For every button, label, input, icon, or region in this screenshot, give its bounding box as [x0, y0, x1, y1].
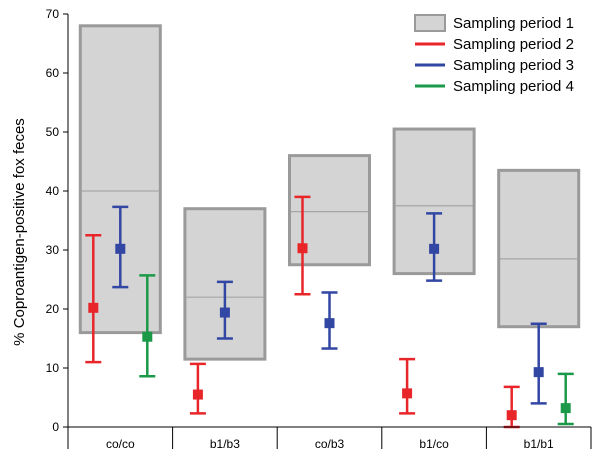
sampling-period-3-marker-4	[533, 367, 544, 378]
legend-label-sampling-period-4: Sampling period 4	[453, 78, 574, 95]
sampling-period-2-marker-0	[88, 302, 99, 313]
legend-swatch-sampling-period-1	[414, 14, 446, 32]
sampling-period-2-marker-3	[402, 388, 413, 399]
sampling-period-2-marker-4	[506, 410, 517, 421]
y-tick-label-40: 40	[46, 184, 60, 198]
sampling-period-3-marker-3	[429, 243, 440, 254]
sampling-period-2-marker-1	[192, 389, 203, 400]
x-tick-label-b1/b1: b1/b1	[524, 437, 554, 451]
sampling-period-3-marker-1	[219, 307, 230, 318]
sampling-period-3-marker-2	[324, 318, 335, 329]
legend-label-sampling-period-1: Sampling period 1	[453, 15, 574, 32]
error-bars	[85, 195, 574, 429]
y-tick-label-70: 70	[46, 7, 60, 21]
x-tick-label-b1/co: b1/co	[419, 437, 449, 451]
y-axis-title: % Coproantigen-positive fox feces	[11, 118, 28, 346]
x-tick-label-b1/b3: b1/b3	[210, 437, 240, 451]
y-tick-label-0: 0	[52, 420, 59, 434]
x-tick-label-co/co: co/co	[106, 437, 135, 451]
sampling-period-2-marker-2	[297, 243, 308, 254]
y-tick-label-30: 30	[46, 243, 60, 257]
legend-label-sampling-period-2: Sampling period 2	[453, 36, 574, 53]
sampling-period-3-marker-0	[115, 243, 126, 254]
x-tick-label-co/b3: co/b3	[315, 437, 345, 451]
y-tick-label-60: 60	[46, 66, 60, 80]
axes: 0 10 20 30 40 50 60 70 co/co b1/b3 co/b3 b1/co b1/b1	[46, 7, 592, 451]
y-tick-label-50: 50	[46, 125, 60, 139]
legend: Sampling period 1 Sampling period 2 Sampli…	[414, 14, 574, 95]
y-tick-label-20: 20	[46, 302, 60, 316]
box-b1/b1	[497, 168, 581, 329]
y-tick-label-10: 10	[46, 361, 60, 375]
sampling-period-4-marker-4	[560, 403, 571, 414]
legend-label-sampling-period-3: Sampling period 3	[453, 57, 574, 74]
sampling-period-4-marker-0	[142, 331, 153, 342]
